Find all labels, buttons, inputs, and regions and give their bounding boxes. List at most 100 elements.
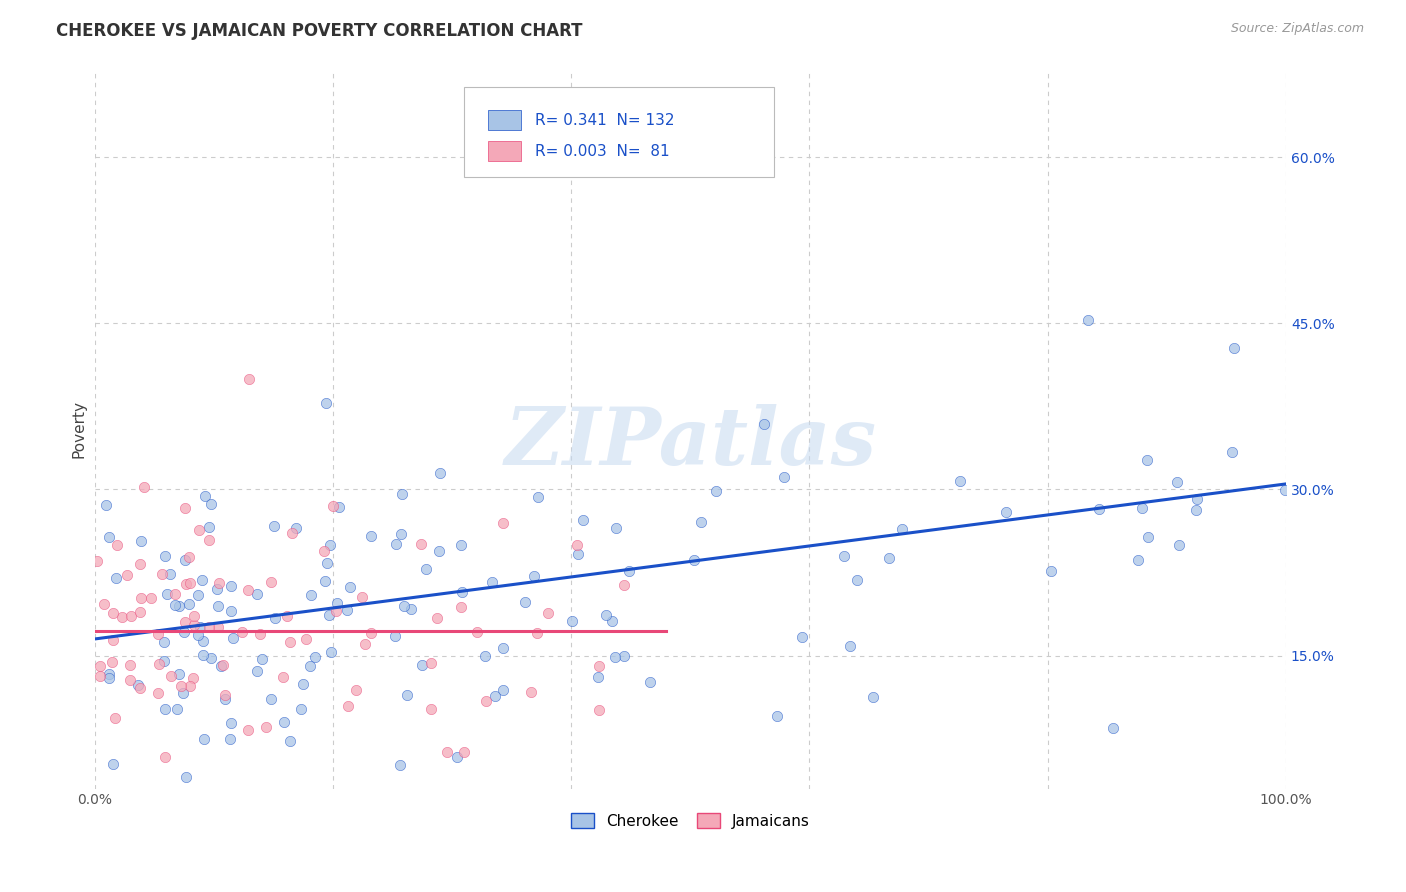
Point xyxy=(238,372,260,386)
Point xyxy=(326,596,349,610)
Point xyxy=(188,619,211,633)
Point xyxy=(588,658,610,673)
Point xyxy=(846,574,869,588)
Point xyxy=(704,484,727,499)
Point xyxy=(595,607,617,622)
Point xyxy=(1136,453,1159,467)
Point xyxy=(565,538,588,552)
Point xyxy=(752,417,775,431)
Point xyxy=(526,626,548,640)
Point xyxy=(191,634,214,648)
Y-axis label: Poverty: Poverty xyxy=(72,400,86,458)
Point xyxy=(640,674,662,689)
Point xyxy=(450,599,472,614)
Point xyxy=(198,620,221,634)
Point xyxy=(259,575,281,590)
Point xyxy=(181,671,204,685)
Point xyxy=(214,688,236,702)
Point xyxy=(484,689,506,703)
Point xyxy=(115,567,138,582)
Point xyxy=(263,611,285,625)
Point xyxy=(271,669,294,683)
Point xyxy=(246,587,269,601)
Point xyxy=(474,649,496,664)
Point xyxy=(419,702,441,716)
Point xyxy=(173,625,195,640)
Point xyxy=(285,521,308,535)
Point xyxy=(174,577,197,591)
Point xyxy=(1136,530,1159,544)
Point xyxy=(183,608,205,623)
Point xyxy=(1128,552,1150,566)
Point xyxy=(316,556,339,570)
Point xyxy=(391,487,413,501)
Point xyxy=(174,553,197,567)
Point xyxy=(236,583,259,598)
Point xyxy=(690,516,713,530)
Point xyxy=(173,615,195,630)
Point xyxy=(492,682,515,697)
Point xyxy=(385,537,408,551)
Point xyxy=(129,557,152,571)
Point xyxy=(207,582,229,596)
Point xyxy=(153,635,176,649)
Point xyxy=(481,575,503,590)
Point xyxy=(613,649,636,664)
Point xyxy=(389,758,412,772)
Point xyxy=(319,645,342,659)
Point xyxy=(436,745,458,759)
Point xyxy=(179,598,201,612)
Point xyxy=(198,520,221,534)
Point xyxy=(129,591,152,605)
Point xyxy=(427,543,450,558)
Point xyxy=(450,538,472,552)
Point xyxy=(104,571,127,585)
Point xyxy=(128,605,150,619)
Point xyxy=(101,655,124,669)
Point xyxy=(350,590,373,604)
Point xyxy=(132,480,155,494)
Point xyxy=(1102,722,1125,736)
Point xyxy=(120,609,142,624)
Point xyxy=(360,626,382,640)
Point xyxy=(325,604,347,618)
Point xyxy=(336,603,359,617)
Point xyxy=(166,702,188,716)
Point xyxy=(318,607,340,622)
Point xyxy=(252,652,274,666)
Point xyxy=(522,569,544,583)
Point xyxy=(276,608,298,623)
Legend: Cherokee, Jamaicans: Cherokee, Jamaicans xyxy=(565,806,815,835)
Bar xyxy=(488,111,522,130)
Point xyxy=(492,640,515,655)
Point xyxy=(1274,483,1296,497)
Point xyxy=(187,523,209,537)
Point xyxy=(572,513,595,527)
Point xyxy=(773,470,796,484)
Point xyxy=(177,549,200,564)
Point xyxy=(832,549,855,563)
Point xyxy=(155,749,177,764)
Point xyxy=(174,501,197,516)
Point xyxy=(328,500,350,514)
Point xyxy=(838,639,860,653)
Point xyxy=(290,702,312,716)
Point xyxy=(98,530,121,544)
Point xyxy=(207,599,229,614)
Point xyxy=(765,708,787,723)
Point xyxy=(344,683,367,698)
Point xyxy=(219,579,242,593)
Point xyxy=(561,614,583,628)
Point xyxy=(1166,475,1188,489)
Point xyxy=(129,533,152,548)
Point xyxy=(613,578,636,592)
Point xyxy=(146,686,169,700)
Point xyxy=(451,585,474,599)
Point xyxy=(1077,312,1099,326)
Point xyxy=(153,654,176,668)
Point xyxy=(411,537,433,551)
Point xyxy=(411,657,433,672)
Text: R= 0.341  N= 132: R= 0.341 N= 132 xyxy=(536,113,675,128)
Point xyxy=(103,756,125,771)
Point xyxy=(97,667,120,681)
